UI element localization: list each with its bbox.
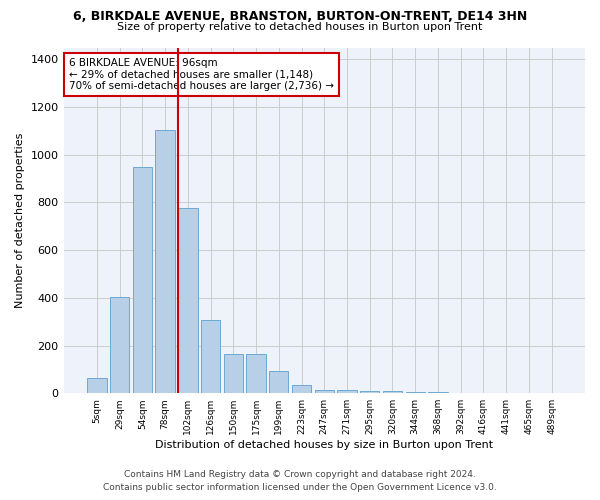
Text: 6, BIRKDALE AVENUE, BRANSTON, BURTON-ON-TRENT, DE14 3HN: 6, BIRKDALE AVENUE, BRANSTON, BURTON-ON-… — [73, 10, 527, 23]
Bar — [292, 385, 311, 393]
Bar — [224, 354, 243, 393]
Bar — [155, 130, 175, 393]
Bar — [406, 392, 425, 393]
Bar — [314, 390, 334, 393]
Bar — [428, 392, 448, 393]
Bar — [178, 208, 197, 393]
Bar — [133, 166, 152, 393]
Bar — [360, 391, 379, 393]
X-axis label: Distribution of detached houses by size in Burton upon Trent: Distribution of detached houses by size … — [155, 440, 493, 450]
Bar — [247, 354, 266, 393]
Bar — [201, 320, 220, 393]
Text: 6 BIRKDALE AVENUE: 96sqm
← 29% of detached houses are smaller (1,148)
70% of sem: 6 BIRKDALE AVENUE: 96sqm ← 29% of detach… — [69, 58, 334, 91]
Bar — [337, 390, 356, 393]
Text: Size of property relative to detached houses in Burton upon Trent: Size of property relative to detached ho… — [118, 22, 482, 32]
Text: Contains HM Land Registry data © Crown copyright and database right 2024.
Contai: Contains HM Land Registry data © Crown c… — [103, 470, 497, 492]
Bar — [269, 370, 289, 393]
Bar — [87, 378, 107, 393]
Bar — [110, 296, 130, 393]
Y-axis label: Number of detached properties: Number of detached properties — [15, 132, 25, 308]
Bar — [383, 392, 402, 393]
